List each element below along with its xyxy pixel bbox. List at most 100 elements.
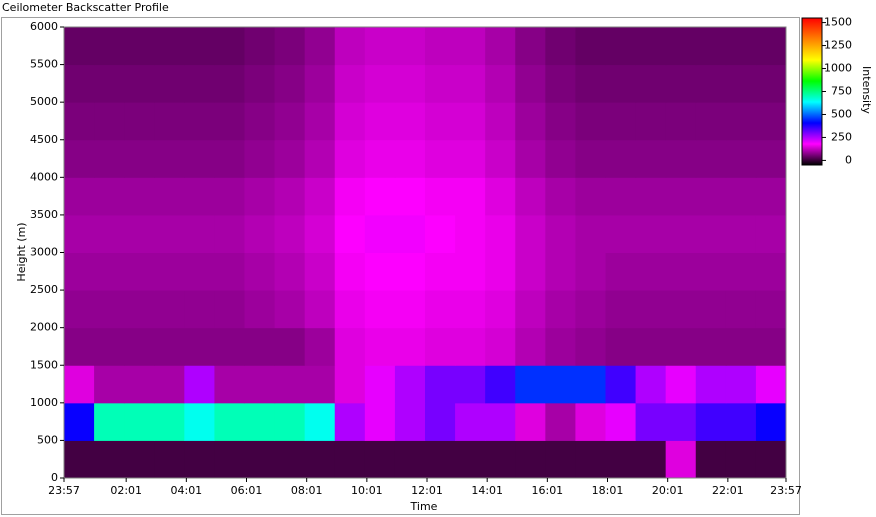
heatmap-cell	[244, 252, 276, 291]
heatmap-cell	[485, 327, 516, 366]
heatmap-cell	[364, 214, 396, 253]
heatmap-cell	[154, 64, 185, 103]
heatmap-cell	[545, 327, 576, 366]
heatmap-cell	[154, 252, 185, 291]
heatmap-cell	[214, 214, 245, 253]
heatmap-cell	[64, 27, 95, 66]
colorbar-tick-label: 1000	[824, 62, 852, 75]
heatmap-cell	[244, 27, 276, 66]
colorbar-tick-label: 1500	[824, 16, 852, 29]
heatmap-cell	[274, 365, 306, 404]
x-tick-label: 22:01	[712, 484, 744, 497]
heatmap-cell	[545, 402, 576, 441]
y-axis-label: Height (m)	[15, 222, 28, 281]
heatmap-cell	[725, 27, 757, 66]
heatmap-cell	[755, 214, 787, 253]
heatmap-cell	[755, 327, 787, 366]
heatmap-cell	[154, 214, 185, 253]
heatmap-cell	[455, 214, 486, 253]
heatmap-cell	[334, 139, 366, 178]
heatmap-cell	[755, 64, 787, 103]
heatmap-cell	[575, 27, 606, 66]
heatmap-cell	[64, 327, 95, 366]
heatmap-cell	[695, 177, 727, 216]
heatmap-cell	[304, 365, 336, 404]
heatmap-cell	[485, 252, 516, 291]
heatmap-cell	[665, 365, 697, 404]
heatmap-cell	[515, 402, 546, 441]
y-tick-label: 4000	[30, 170, 58, 183]
heatmap-cell	[244, 402, 276, 441]
colorbar-label: Intensity	[860, 66, 873, 114]
heatmap-cell	[455, 365, 486, 404]
x-tick-label: 20:01	[652, 484, 684, 497]
heatmap-cell	[515, 440, 546, 479]
heatmap-cell	[605, 252, 637, 291]
heatmap-cell	[94, 440, 125, 479]
heatmap-cell	[364, 252, 396, 291]
heatmap-cell	[425, 252, 456, 291]
y-tick-label: 5500	[30, 58, 58, 71]
heatmap-cell	[64, 402, 95, 441]
heatmap-cell	[665, 102, 697, 141]
heatmap-cell	[244, 139, 276, 178]
heatmap-cell	[425, 177, 456, 216]
heatmap-cell	[334, 327, 366, 366]
heatmap-cell	[545, 440, 576, 479]
heatmap-cell	[214, 402, 245, 441]
heatmap-cell	[214, 102, 245, 141]
heatmap-cell	[184, 327, 215, 366]
heatmap-cell	[364, 64, 396, 103]
heatmap-cell	[154, 402, 185, 441]
heatmap-cell	[184, 27, 215, 66]
y-tick-label: 1000	[30, 396, 58, 409]
heatmap-cell	[184, 365, 215, 404]
heatmap-cell	[64, 139, 95, 178]
heatmap-cell	[244, 177, 276, 216]
heatmap-cell	[695, 64, 727, 103]
heatmap-cell	[605, 214, 637, 253]
heatmap-cell	[334, 365, 366, 404]
heatmap-cell	[485, 402, 516, 441]
heatmap-cell	[214, 139, 245, 178]
x-tick-label: 10:01	[351, 484, 383, 497]
heatmap-cell	[725, 102, 757, 141]
heatmap-cell	[605, 402, 637, 441]
heatmap-cell	[394, 252, 426, 291]
heatmap-cell	[184, 64, 215, 103]
heatmap-cell	[755, 102, 787, 141]
heatmap-cell	[695, 102, 727, 141]
heatmap-cell	[575, 252, 606, 291]
heatmap-cell	[124, 214, 155, 253]
heatmap-cell	[635, 440, 667, 479]
heatmap-cell	[425, 327, 456, 366]
x-tick-label: 04:01	[170, 484, 202, 497]
heatmap-cell	[485, 214, 516, 253]
heatmap-cell	[124, 102, 155, 141]
heatmap-cell	[124, 139, 155, 178]
heatmap-cell	[635, 252, 667, 291]
heatmap-cell	[605, 327, 637, 366]
y-tick-label: 3500	[30, 208, 58, 221]
x-tick-label: 06:01	[231, 484, 263, 497]
heatmap-cell	[575, 177, 606, 216]
heatmap-cell	[575, 214, 606, 253]
heatmap-cell	[214, 64, 245, 103]
heatmap-cell	[274, 214, 306, 253]
heatmap-cell	[485, 177, 516, 216]
heatmap-cell	[725, 139, 757, 178]
heatmap-cell	[635, 365, 667, 404]
heatmap-cell	[725, 252, 757, 291]
heatmap-cell	[394, 214, 426, 253]
heatmap-cell	[334, 27, 366, 66]
heatmap-cell	[545, 290, 576, 329]
heatmap-cell	[725, 290, 757, 329]
heatmap-cell	[575, 365, 606, 404]
colorbar-tick-label: 0	[845, 153, 852, 166]
heatmap-cell	[94, 177, 125, 216]
y-tick-label: 1500	[30, 358, 58, 371]
heatmap-cell	[485, 440, 516, 479]
heatmap-cell	[725, 327, 757, 366]
heatmap-cell	[545, 27, 576, 66]
